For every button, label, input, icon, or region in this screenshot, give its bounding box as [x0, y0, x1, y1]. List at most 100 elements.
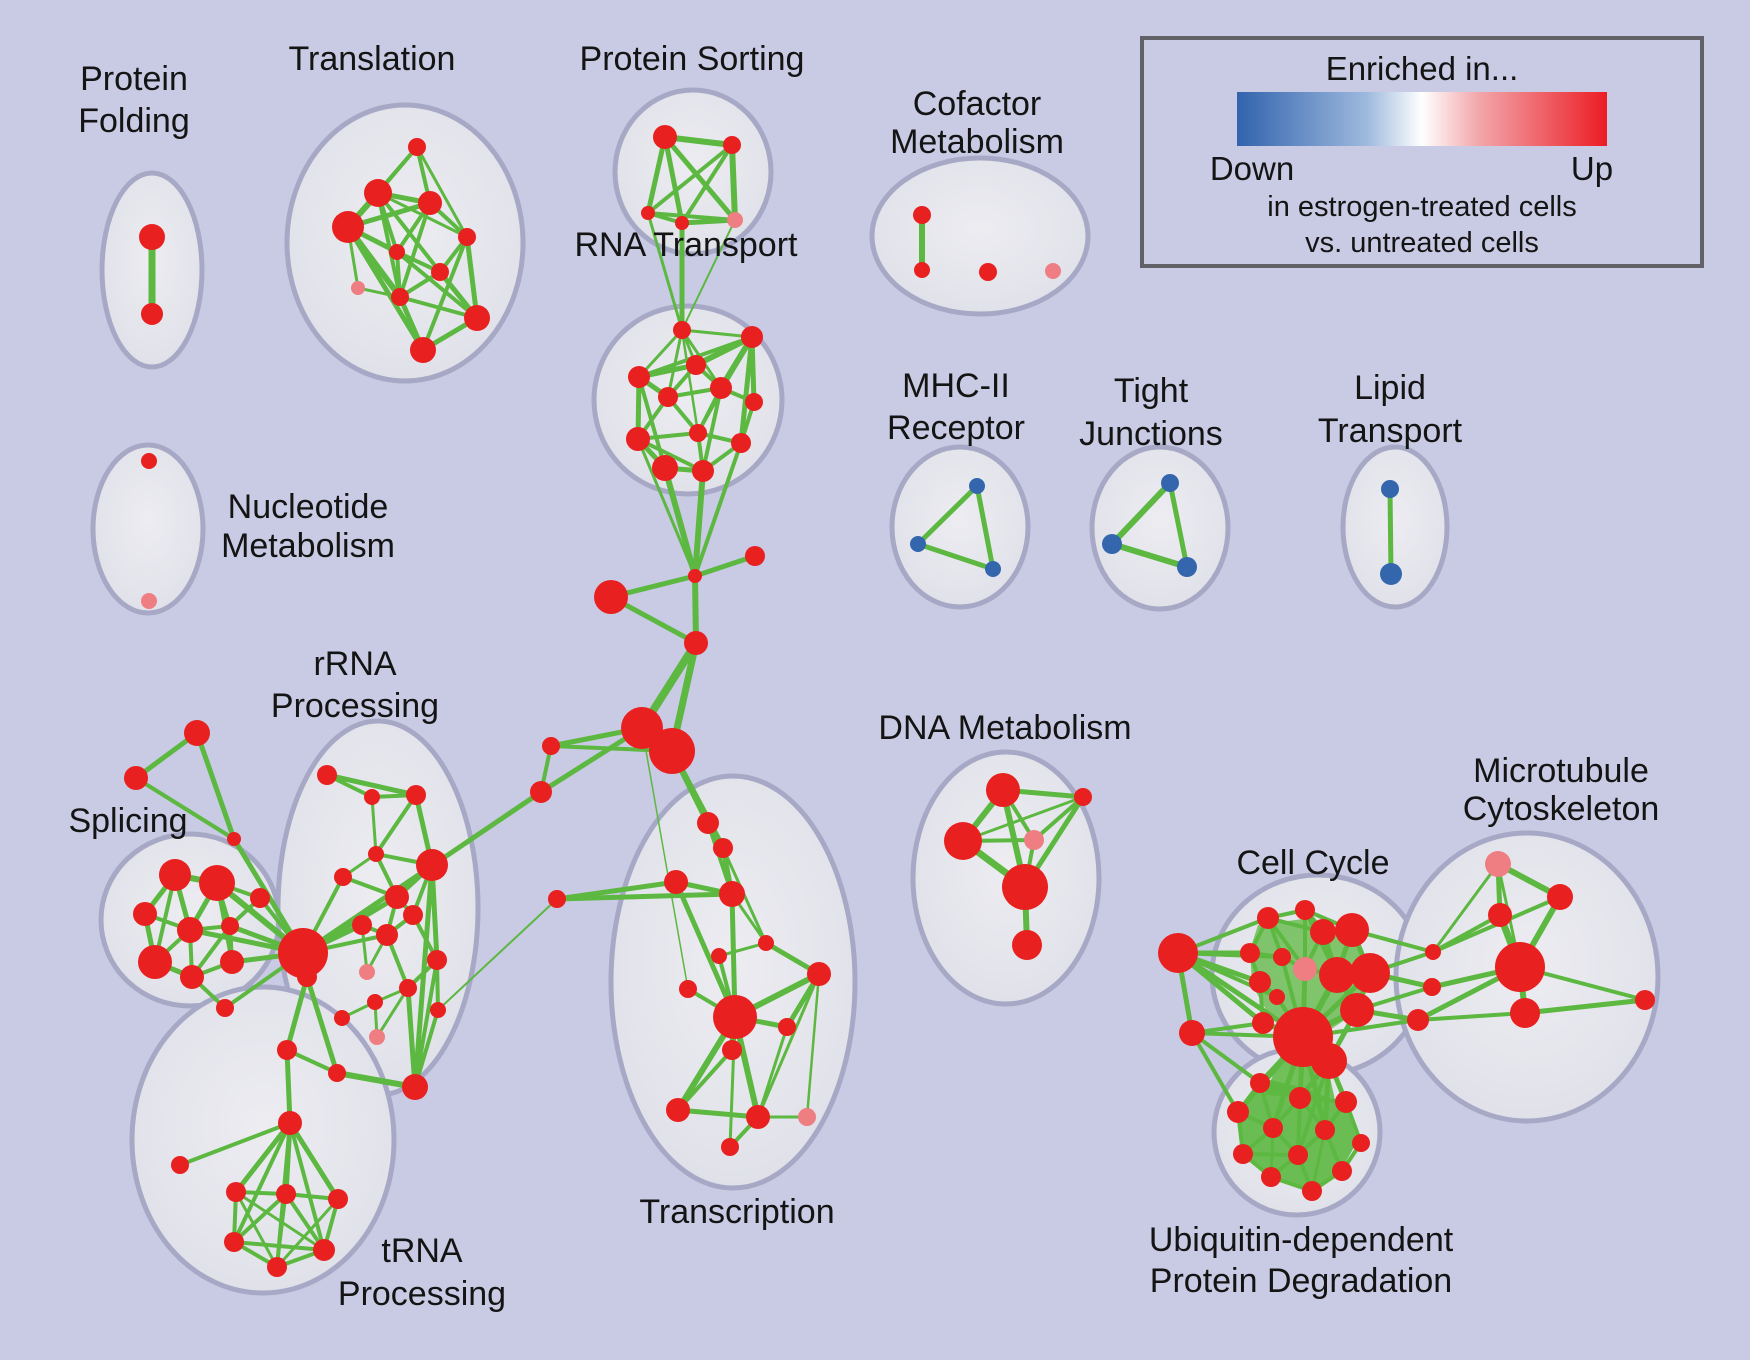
node-c3[interactable] [979, 263, 997, 281]
node-tx15[interactable] [721, 1138, 739, 1156]
node-cc8[interactable] [1293, 957, 1317, 981]
node-s3[interactable] [133, 902, 157, 926]
node-pf2[interactable] [141, 303, 163, 325]
node-rr1[interactable] [317, 765, 337, 785]
node-cc16[interactable] [1179, 1020, 1205, 1046]
node-m3[interactable] [985, 561, 1001, 577]
node-mt2[interactable] [1547, 884, 1573, 910]
node-hub2[interactable] [297, 967, 317, 987]
node-tn6[interactable] [224, 1232, 244, 1252]
node-c2[interactable] [914, 262, 930, 278]
node-tn7[interactable] [313, 1239, 335, 1261]
node-cn1[interactable] [216, 999, 234, 1017]
node-mc1[interactable] [1425, 944, 1441, 960]
node-tx0[interactable] [548, 890, 566, 908]
node-cc10[interactable] [1249, 971, 1271, 993]
node-mc3[interactable] [1407, 1009, 1429, 1031]
node-cc1[interactable] [1257, 907, 1279, 929]
node-l2[interactable] [1380, 563, 1402, 585]
node-rr11[interactable] [359, 964, 375, 980]
node-cn3[interactable] [328, 1064, 346, 1082]
node-r1[interactable] [673, 321, 691, 339]
node-tx9[interactable] [713, 995, 757, 1039]
node-r9[interactable] [626, 427, 650, 451]
node-tx3[interactable] [664, 870, 688, 894]
node-u10[interactable] [1332, 1161, 1352, 1181]
node-h2[interactable] [594, 580, 628, 614]
node-cc7[interactable] [1273, 948, 1291, 966]
node-rr3[interactable] [406, 785, 426, 805]
node-mc2[interactable] [1423, 978, 1441, 996]
node-cc11[interactable] [1269, 989, 1285, 1005]
node-h1[interactable] [688, 569, 702, 583]
node-t2[interactable] [364, 179, 392, 207]
node-u8[interactable] [1233, 1144, 1253, 1164]
node-r7[interactable] [745, 393, 763, 411]
node-s7[interactable] [138, 945, 172, 979]
node-r10[interactable] [731, 433, 751, 453]
node-d3[interactable] [944, 822, 982, 860]
node-rr12[interactable] [399, 979, 417, 997]
node-u12[interactable] [1302, 1181, 1322, 1201]
node-mt8[interactable] [1635, 990, 1655, 1010]
node-tx2[interactable] [713, 838, 733, 858]
node-cc15[interactable] [1340, 993, 1374, 1027]
node-p5[interactable] [727, 212, 743, 228]
node-mt3[interactable] [1488, 903, 1512, 927]
node-rr6[interactable] [416, 849, 448, 881]
node-r4[interactable] [628, 366, 650, 388]
node-u11[interactable] [1261, 1167, 1281, 1187]
node-tn5[interactable] [328, 1189, 348, 1209]
node-tx13[interactable] [746, 1105, 770, 1129]
node-cc2[interactable] [1295, 900, 1315, 920]
node-d1[interactable] [986, 773, 1020, 807]
node-t3[interactable] [418, 191, 442, 215]
node-rr4[interactable] [368, 846, 384, 862]
node-cc3[interactable] [1310, 919, 1336, 945]
node-cc14[interactable] [1311, 1043, 1347, 1079]
node-tn2[interactable] [171, 1156, 189, 1174]
node-p2[interactable] [723, 136, 741, 154]
node-x2[interactable] [124, 766, 148, 790]
node-u7[interactable] [1352, 1134, 1370, 1152]
node-cc6[interactable] [1240, 943, 1260, 963]
node-rr13[interactable] [427, 950, 447, 970]
node-tx14[interactable] [798, 1108, 816, 1126]
node-n2[interactable] [141, 593, 157, 609]
node-u3[interactable] [1335, 1091, 1357, 1113]
node-s6[interactable] [250, 888, 270, 908]
node-t4[interactable] [332, 211, 364, 243]
node-tx7[interactable] [807, 962, 831, 986]
node-cc9[interactable] [1319, 957, 1355, 993]
node-r2[interactable] [741, 326, 763, 348]
node-x1[interactable] [184, 720, 210, 746]
node-m2[interactable] [910, 536, 926, 552]
node-s9[interactable] [220, 950, 244, 974]
node-l1[interactable] [1381, 480, 1399, 498]
node-r6[interactable] [658, 387, 678, 407]
node-rr15[interactable] [367, 994, 383, 1010]
node-rr10[interactable] [403, 905, 423, 925]
node-s2[interactable] [199, 865, 235, 901]
node-ccL[interactable] [1158, 933, 1198, 973]
node-r12[interactable] [692, 460, 714, 482]
node-m1[interactable] [969, 478, 985, 494]
node-r11[interactable] [652, 455, 678, 481]
node-n1[interactable] [141, 453, 157, 469]
node-rr17[interactable] [369, 1029, 385, 1045]
node-s8[interactable] [180, 965, 204, 989]
node-cc5[interactable] [1350, 953, 1390, 993]
node-rr9[interactable] [376, 924, 398, 946]
node-s5[interactable] [221, 917, 239, 935]
node-tx6[interactable] [758, 935, 774, 951]
node-t10[interactable] [464, 305, 490, 331]
node-t6[interactable] [389, 244, 405, 260]
node-r3[interactable] [686, 355, 706, 375]
node-rr5[interactable] [334, 868, 352, 886]
node-tx1[interactable] [697, 812, 719, 834]
node-tn8[interactable] [267, 1257, 287, 1277]
node-d6[interactable] [1012, 930, 1042, 960]
node-u1[interactable] [1250, 1073, 1270, 1093]
node-r5[interactable] [710, 377, 732, 399]
node-s1[interactable] [159, 859, 191, 891]
